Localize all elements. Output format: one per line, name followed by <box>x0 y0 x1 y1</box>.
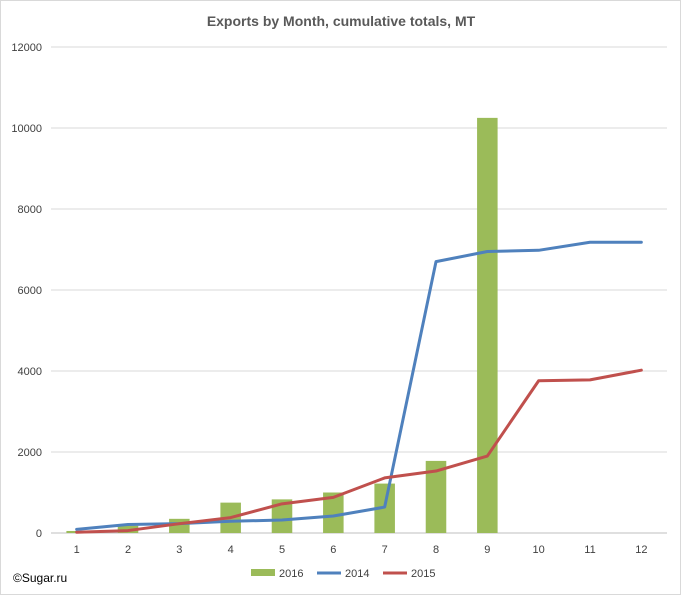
legend-swatch-2016 <box>251 569 275 576</box>
legend-label-2014: 2014 <box>345 568 369 580</box>
bars-2016 <box>66 117 498 533</box>
bar-2016 <box>477 117 498 533</box>
y-tick-label: 6000 <box>18 285 42 297</box>
line-series-2015 <box>75 368 643 534</box>
x-tick-label: 8 <box>433 544 439 556</box>
y-tick-label: 10000 <box>11 123 42 135</box>
lines <box>75 240 643 534</box>
x-tick-label: 1 <box>74 544 80 556</box>
y-tick-label: 0 <box>36 528 42 540</box>
x-tick-label: 6 <box>330 544 336 556</box>
x-axis-ticks: 1 2 3 4 5 6 7 8 9 10 11 12 <box>74 544 648 556</box>
x-tick-label: 4 <box>228 544 234 556</box>
bar-2016 <box>425 460 447 533</box>
bar-2016 <box>323 492 344 533</box>
y-axis-ticks: 0 2000 4000 6000 8000 10000 12000 <box>11 42 42 540</box>
y-tick-label: 12000 <box>11 42 42 54</box>
copyright-text: ©Sugar.ru <box>13 571 67 585</box>
legend: 2016 2014 2015 <box>251 568 435 580</box>
x-tick-label: 10 <box>533 544 545 556</box>
y-tick-label: 2000 <box>18 447 42 459</box>
x-tick-label: 2 <box>125 544 131 556</box>
x-tick-label: 3 <box>176 544 182 556</box>
x-tick-label: 5 <box>279 544 285 556</box>
chart-title: Exports by Month, cumulative totals, MT <box>207 13 476 29</box>
y-tick-label: 8000 <box>18 204 42 216</box>
x-tick-label: 12 <box>635 544 647 556</box>
y-tick-label: 4000 <box>18 366 42 378</box>
legend-label-2015: 2015 <box>411 568 435 580</box>
x-tick-label: 7 <box>382 544 388 556</box>
bar-2016 <box>271 499 293 533</box>
x-tick-label: 9 <box>484 544 490 556</box>
grid <box>51 46 667 534</box>
x-tick-label: 11 <box>584 544 595 556</box>
legend-label-2016: 2016 <box>279 568 303 580</box>
